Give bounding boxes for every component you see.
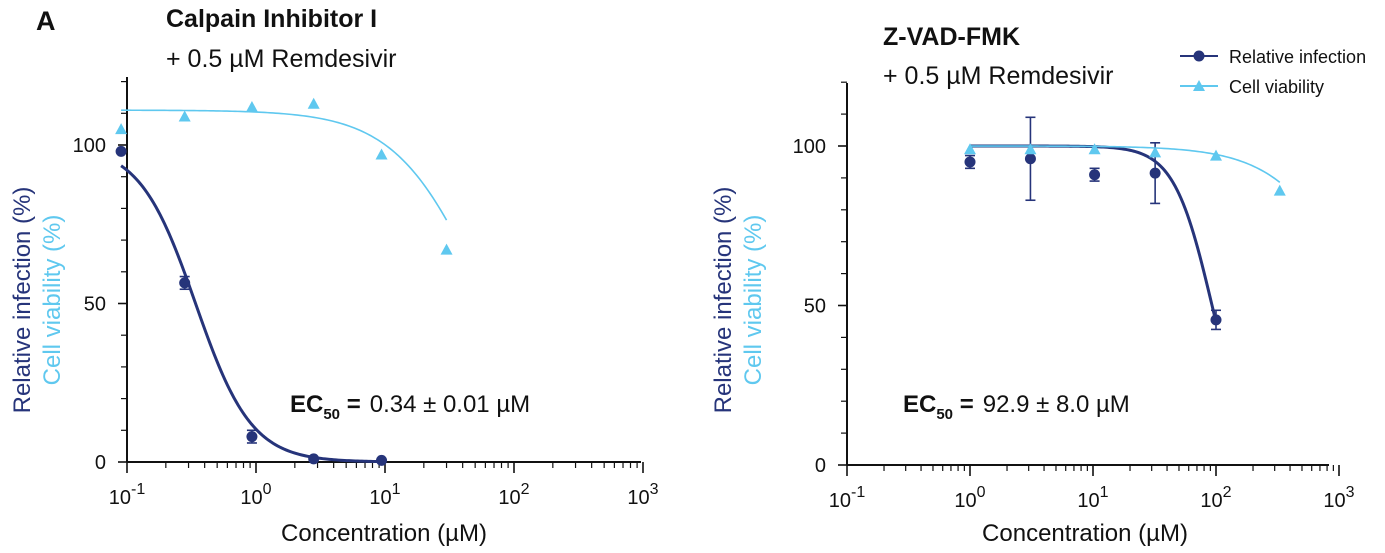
chart1-x-tick-label: 102 bbox=[498, 481, 529, 509]
chart1-ec50-annotation: EC50 = 0.34 ± 0.01 µM bbox=[290, 391, 530, 423]
chart1-y-tick-label: 0 bbox=[95, 452, 106, 474]
chart1-ec50-eq: = bbox=[340, 391, 361, 418]
chart1-viability-point bbox=[375, 148, 388, 160]
chart2-x-tick-labels: 10-1 100 101 102 103 bbox=[829, 484, 1355, 512]
chart1-x-tick-label: 100 bbox=[240, 481, 271, 509]
chart2-viability-point bbox=[1024, 143, 1037, 155]
chart1-viability-point bbox=[440, 243, 453, 255]
chart1-y-tick-label: 100 bbox=[73, 135, 106, 157]
chart1-title: Calpain Inhibitor I bbox=[166, 5, 377, 33]
chart2-x-tick-label: 103 bbox=[1323, 484, 1354, 512]
chart2-infection-point bbox=[964, 156, 976, 168]
legend-infection-marker bbox=[1193, 50, 1205, 62]
chart2-x-tick-label: 101 bbox=[1077, 484, 1108, 512]
chart2-ec50-annotation: EC50 = 92.9 ± 8.0 µM bbox=[903, 391, 1130, 423]
chart1-infection-point bbox=[115, 145, 127, 157]
chart2-ec50-sub: 50 bbox=[936, 406, 953, 423]
chart2-legend: Relative infection Cell viability bbox=[1180, 47, 1366, 97]
chart-calpain-inhibitor: Calpain Inhibitor I + 0.5 µM Remdesivir … bbox=[9, 5, 659, 547]
chart1-ec50-label: EC bbox=[290, 391, 323, 418]
chart1-viability-point bbox=[178, 110, 191, 122]
chart2-infection-point bbox=[1089, 169, 1101, 181]
chart2-infection-point bbox=[1149, 167, 1161, 179]
chart1-infection-point bbox=[308, 453, 320, 465]
chart1-infection-point bbox=[179, 277, 191, 289]
chart1-fit-curves bbox=[120, 109, 448, 464]
chart2-x-tick-label: 102 bbox=[1200, 484, 1231, 512]
chart2-ec50-eq: = bbox=[953, 391, 974, 418]
chart1-ylabel-infection: Relative infection (%) bbox=[9, 187, 36, 414]
chart2-title: Z-VAD-FMK bbox=[883, 23, 1020, 51]
chart2-y-axis-title: Relative infection (%) Cell viability (%… bbox=[710, 187, 767, 414]
chart2-x-tick-label: 10-1 bbox=[829, 484, 866, 512]
chart1-x-tick-labels: 10-1 100 101 102 103 bbox=[109, 481, 659, 509]
chart2-x-tick-label: 100 bbox=[954, 484, 985, 512]
chart1-y-axis-title: Relative infection (%) Cell viability (%… bbox=[9, 187, 66, 414]
chart1-infection-point bbox=[376, 454, 388, 466]
legend-viability-label: Cell viability bbox=[1229, 77, 1324, 97]
chart2-viability-point bbox=[1273, 184, 1286, 196]
chart-z-vad-fmk: Z-VAD-FMK + 0.5 µM Remdesivir Relative i… bbox=[710, 23, 1366, 547]
chart2-infection-point bbox=[1210, 314, 1222, 326]
svg-text:Cell viability (%): Cell viability (%) bbox=[39, 215, 66, 386]
chart1-infection-fit-curve bbox=[120, 164, 382, 464]
chart1-ec50-value: 0.34 ± 0.01 µM bbox=[370, 391, 530, 418]
chart2-ylabel-infection: Relative infection (%) bbox=[710, 187, 737, 414]
chart2-ec50-value: 92.9 ± 8.0 µM bbox=[983, 391, 1130, 418]
chart1-ylabel-viability: Cell viability (%) bbox=[39, 215, 66, 386]
chart1-x-tick-label: 103 bbox=[627, 481, 658, 509]
legend-viability-marker bbox=[1193, 80, 1205, 91]
chart1-x-tick-label: 101 bbox=[369, 481, 400, 509]
chart2-y-tick-label: 50 bbox=[804, 296, 826, 318]
chart2-infection-point bbox=[1024, 153, 1036, 165]
chart2-y-tick-labels: 0 50 100 bbox=[793, 136, 826, 477]
chart1-x-tick-label: 10-1 bbox=[109, 481, 146, 509]
chart2-y-tick-label: 0 bbox=[815, 455, 826, 477]
chart2-ylabel-viability: Cell viability (%) bbox=[740, 215, 767, 386]
chart1-viability-fit-curve bbox=[121, 109, 448, 221]
chart2-viability-fit-curve bbox=[970, 145, 1281, 183]
chart2-ec50-label: EC bbox=[903, 391, 936, 418]
chart2-data-points bbox=[964, 116, 1286, 331]
chart2-viability-point bbox=[964, 143, 976, 155]
svg-text:Cell viability (%): Cell viability (%) bbox=[740, 215, 767, 386]
chart2-fit-curves bbox=[970, 144, 1281, 323]
chart2-subtitle: + 0.5 µM Remdesivir bbox=[883, 62, 1113, 90]
chart1-viability-point bbox=[307, 97, 320, 109]
chart2-viability-point bbox=[1088, 143, 1101, 155]
chart2-axes bbox=[838, 81, 1340, 476]
chart1-ec50-sub: 50 bbox=[323, 406, 340, 423]
chart2-viability-point bbox=[1210, 149, 1222, 161]
panel-letter: A bbox=[36, 6, 56, 36]
svg-text:Relative infection (%): Relative infection (%) bbox=[9, 187, 36, 414]
chart1-viability-point bbox=[115, 123, 128, 135]
chart1-x-axis-title: Concentration (µM) bbox=[281, 520, 487, 547]
chart1-viability-point bbox=[245, 100, 258, 112]
chart2-viability-point bbox=[1149, 146, 1162, 158]
chart1-y-tick-labels: 0 50 100 bbox=[73, 135, 106, 474]
chart1-y-tick-label: 50 bbox=[84, 294, 106, 316]
chart1-data-points bbox=[115, 97, 453, 466]
chart2-x-axis-title: Concentration (µM) bbox=[982, 520, 1188, 547]
chart1-subtitle: + 0.5 µM Remdesivir bbox=[166, 45, 396, 73]
chart2-y-tick-label: 100 bbox=[793, 136, 826, 158]
svg-text:Relative infection (%): Relative infection (%) bbox=[710, 187, 737, 414]
legend-infection-label: Relative infection bbox=[1229, 47, 1366, 67]
chart1-infection-point bbox=[246, 431, 258, 443]
